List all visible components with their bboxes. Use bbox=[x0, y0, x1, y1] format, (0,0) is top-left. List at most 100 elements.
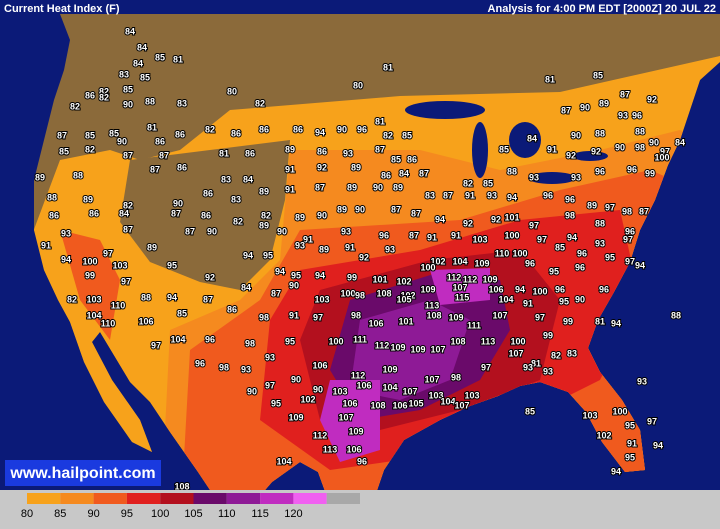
station-reading: 98 bbox=[635, 142, 645, 152]
station-reading: 90 bbox=[277, 226, 287, 236]
station-reading: 84 bbox=[675, 137, 685, 147]
station-reading: 108 bbox=[376, 288, 391, 298]
legend: 80 85 90 95 100 105 110 115 120 bbox=[21, 493, 360, 520]
station-reading: 84 bbox=[125, 26, 135, 36]
station-reading: 92 bbox=[463, 218, 473, 228]
station-reading: 100 bbox=[532, 286, 547, 296]
station-reading: 107 bbox=[430, 344, 445, 354]
zone-rockies bbox=[120, 140, 290, 290]
station-reading: 83 bbox=[177, 98, 187, 108]
station-reading: 91 bbox=[451, 230, 461, 240]
station-reading: 94 bbox=[315, 127, 325, 137]
station-reading: 92 bbox=[359, 252, 369, 262]
station-reading: 97 bbox=[103, 248, 113, 258]
station-reading: 95 bbox=[605, 252, 615, 262]
station-reading: 85 bbox=[109, 128, 119, 138]
station-reading: 91 bbox=[523, 298, 533, 308]
station-reading: 90 bbox=[317, 210, 327, 220]
station-reading: 89 bbox=[285, 144, 295, 154]
station-reading: 85 bbox=[155, 52, 165, 62]
station-reading: 101 bbox=[372, 274, 387, 284]
station-reading: 97 bbox=[660, 146, 670, 156]
station-reading: 90 bbox=[580, 102, 590, 112]
station-reading: 93 bbox=[618, 110, 628, 120]
station-reading: 85 bbox=[59, 146, 69, 156]
station-reading: 106 bbox=[368, 318, 383, 328]
legend-tick-label: 80 bbox=[21, 508, 33, 520]
station-reading: 82 bbox=[70, 101, 80, 111]
station-reading: 107 bbox=[508, 348, 523, 358]
station-reading: 97 bbox=[313, 312, 323, 322]
station-reading: 115 bbox=[455, 292, 470, 302]
station-reading: 96 bbox=[595, 166, 605, 176]
zone-90-west bbox=[60, 230, 120, 340]
station-reading: 96 bbox=[555, 284, 565, 294]
station-reading: 91 bbox=[427, 232, 437, 242]
station-reading: 86 bbox=[49, 210, 59, 220]
station-reading: 111 bbox=[353, 334, 367, 344]
station-reading: 94 bbox=[611, 466, 621, 476]
station-reading: 89 bbox=[295, 212, 305, 222]
station-reading: 95 bbox=[167, 260, 177, 270]
station-reading: 91 bbox=[41, 240, 51, 250]
station-reading: 97 bbox=[625, 256, 635, 266]
station-reading: 81 bbox=[531, 358, 541, 368]
station-reading: 109 bbox=[288, 412, 303, 422]
station-reading: 84 bbox=[241, 282, 251, 292]
station-reading: 99 bbox=[645, 168, 655, 178]
station-reading: 96 bbox=[357, 456, 367, 466]
station-reading: 98 bbox=[451, 372, 461, 382]
station-reading: 89 bbox=[35, 172, 45, 182]
station-reading: 95 bbox=[271, 398, 281, 408]
station-reading: 88 bbox=[507, 166, 517, 176]
station-reading: 92 bbox=[491, 214, 501, 224]
station-reading: 97 bbox=[535, 312, 545, 322]
station-reading: 97 bbox=[529, 220, 539, 230]
station-reading: 81 bbox=[147, 122, 157, 132]
station-reading: 98 bbox=[351, 310, 361, 320]
station-reading: 111 bbox=[467, 320, 481, 330]
station-reading: 105 bbox=[396, 294, 411, 304]
station-reading: 97 bbox=[265, 380, 275, 390]
station-reading: 110 bbox=[111, 300, 126, 310]
station-reading: 88 bbox=[73, 170, 83, 180]
station-reading: 90 bbox=[247, 386, 257, 396]
station-reading: 81 bbox=[219, 148, 229, 158]
station-reading: 104 bbox=[86, 310, 101, 320]
station-reading: 93 bbox=[61, 228, 71, 238]
station-reading: 90 bbox=[355, 204, 365, 214]
station-reading: 88 bbox=[595, 218, 605, 228]
legend-swatch bbox=[260, 493, 294, 504]
station-reading: 87 bbox=[123, 224, 133, 234]
lake-michigan bbox=[472, 122, 488, 178]
station-reading: 82 bbox=[99, 92, 109, 102]
station-reading: 98 bbox=[219, 362, 229, 372]
station-reading: 87 bbox=[620, 89, 630, 99]
station-reading: 89 bbox=[587, 200, 597, 210]
station-reading: 81 bbox=[545, 74, 555, 84]
station-reading: 88 bbox=[47, 192, 57, 202]
station-reading: 104 bbox=[382, 382, 397, 392]
station-reading: 107 bbox=[492, 310, 507, 320]
station-reading: 98 bbox=[622, 206, 632, 216]
legend-tick-label: 100 bbox=[151, 508, 169, 520]
station-reading: 86 bbox=[175, 129, 185, 139]
station-reading: 91 bbox=[303, 234, 313, 244]
station-reading: 94 bbox=[243, 250, 253, 260]
lake-erie bbox=[528, 172, 576, 184]
station-reading: 112 bbox=[463, 274, 478, 284]
legend-tick-label: 105 bbox=[184, 508, 202, 520]
station-reading: 96 bbox=[205, 334, 215, 344]
station-reading: 86 bbox=[293, 124, 303, 134]
station-reading: 87 bbox=[123, 150, 133, 160]
station-reading: 101 bbox=[504, 212, 519, 222]
station-reading: 107 bbox=[452, 282, 467, 292]
station-reading: 89 bbox=[259, 186, 269, 196]
station-reading: 91 bbox=[345, 242, 355, 252]
station-reading: 85 bbox=[123, 84, 133, 94]
zone-110 bbox=[350, 300, 470, 400]
watermark: www.hailpoint.com bbox=[9, 465, 155, 482]
station-reading: 85 bbox=[593, 70, 603, 80]
